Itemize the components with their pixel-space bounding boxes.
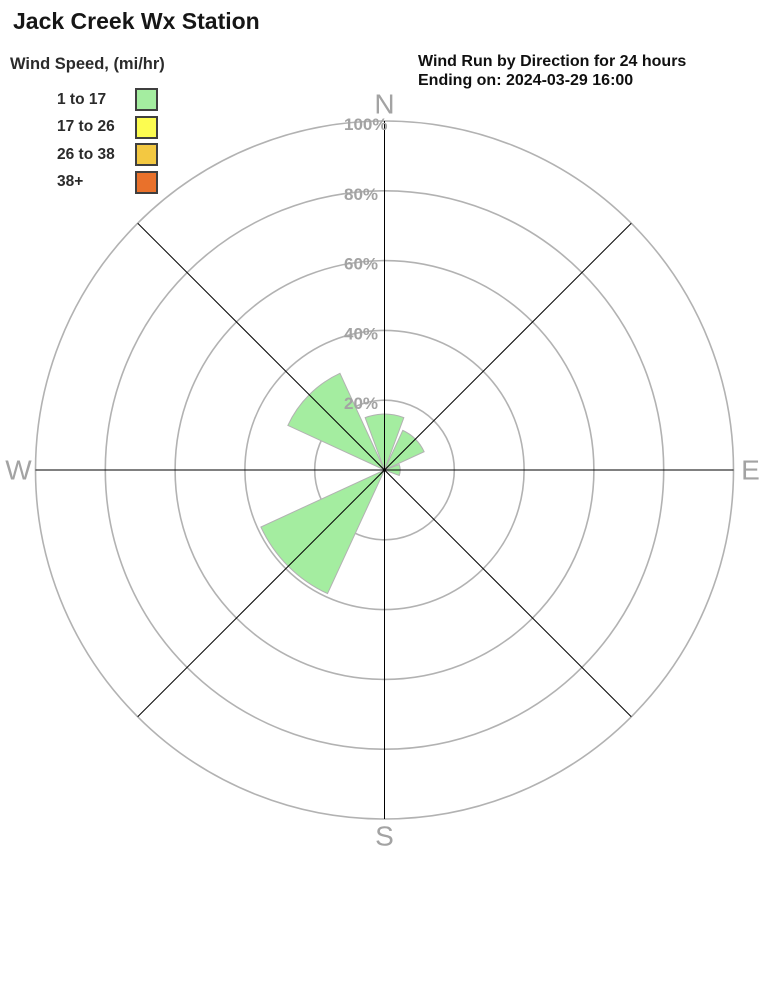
legend-item: 1 to 17 [57,88,158,111]
chart-header: Wind Run by Direction for 24 hours Endin… [418,52,686,90]
compass-label-S: S [375,821,394,852]
compass-label-W: W [5,455,32,486]
legend-label: 26 to 38 [57,145,115,163]
ring-label-20: 20% [344,394,378,413]
legend-item: 17 to 26 [57,115,158,139]
legend-label: 1 to 17 [57,90,107,108]
ring-label-80: 80% [344,185,378,204]
wind-speed-legend: 1 to 17 17 to 26 26 to 38 38+ [57,88,158,199]
legend-swatch [135,143,158,166]
compass-label-E: E [741,455,760,486]
chart-title: Wind Run by Direction for 24 hours [418,53,687,70]
chart-subtitle: Ending on: 2024-03-29 16:00 [418,72,634,89]
legend-item: 26 to 38 [57,143,158,166]
ring-label-100: 100% [344,115,387,134]
ring-label-40: 40% [344,324,378,343]
compass-label-N: N [374,89,394,120]
legend-swatch [135,170,158,194]
ring-label-60: 60% [344,255,378,274]
legend-label: 38+ [57,173,84,190]
legend-title: Wind Speed, (mi/hr) [10,55,165,73]
legend-swatch [135,88,158,111]
legend-label: 17 to 26 [57,118,115,135]
spoke-135deg [137,222,632,718]
legend-item: 38+ [57,170,158,194]
page-title: Jack Creek Wx Station [13,8,260,34]
legend-swatch [135,115,158,139]
